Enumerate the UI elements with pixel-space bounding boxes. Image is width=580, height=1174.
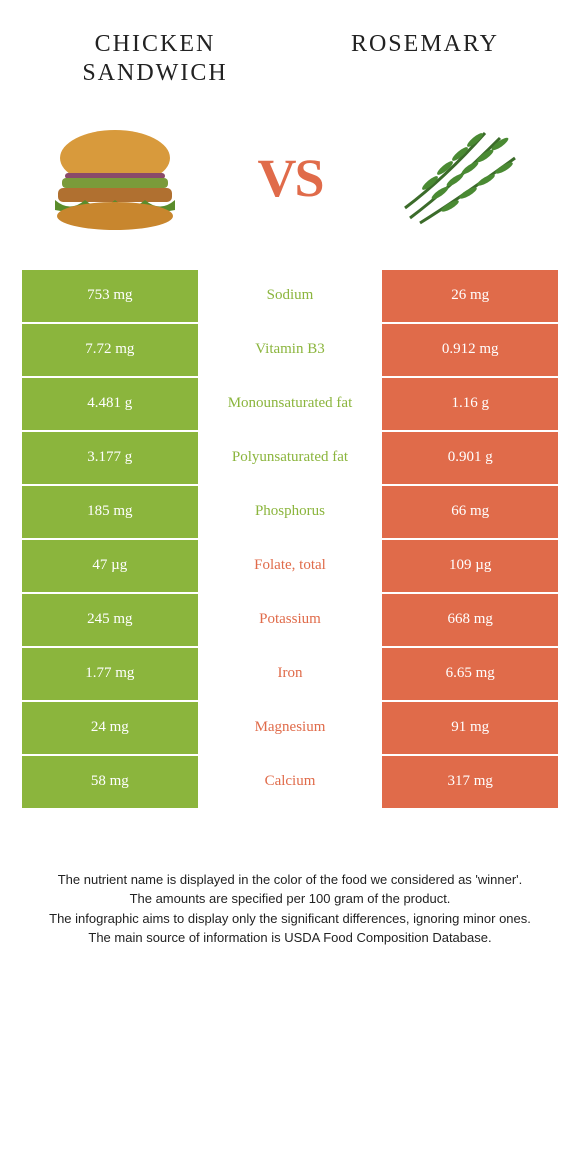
nutrient-label-cell: Monounsaturated fat	[200, 378, 381, 430]
footnotes: The nutrient name is displayed in the co…	[0, 810, 580, 978]
left-value-cell: 58 mg	[22, 756, 198, 808]
nutrient-label-cell: Calcium	[200, 756, 381, 808]
table-row: 4.481 gMonounsaturated fat1.16 g	[22, 378, 558, 430]
footnote-line: The infographic aims to display only the…	[30, 909, 550, 929]
table-row: 24 mgMagnesium91 mg	[22, 702, 558, 754]
right-value-cell: 91 mg	[382, 702, 558, 754]
right-food-title: Rosemary	[290, 30, 560, 88]
nutrient-label-cell: Vitamin B3	[200, 324, 381, 376]
sandwich-image	[40, 118, 190, 238]
left-value-cell: 47 µg	[22, 540, 198, 592]
left-food-title: Chicken sandwich	[20, 30, 290, 88]
header-row: Chicken sandwich Rosemary	[0, 0, 580, 98]
left-value-cell: 245 mg	[22, 594, 198, 646]
left-value-cell: 753 mg	[22, 270, 198, 322]
left-value-cell: 24 mg	[22, 702, 198, 754]
table-row: 47 µgFolate, total109 µg	[22, 540, 558, 592]
table-row: 245 mgPotassium668 mg	[22, 594, 558, 646]
nutrient-label-cell: Folate, total	[200, 540, 381, 592]
left-value-cell: 4.481 g	[22, 378, 198, 430]
right-value-cell: 66 mg	[382, 486, 558, 538]
table-row: 185 mgPhosphorus66 mg	[22, 486, 558, 538]
left-value-cell: 1.77 mg	[22, 648, 198, 700]
table-row: 753 mgSodium26 mg	[22, 270, 558, 322]
footnote-line: The amounts are specified per 100 gram o…	[30, 889, 550, 909]
right-value-cell: 317 mg	[382, 756, 558, 808]
nutrient-label-cell: Polyunsaturated fat	[200, 432, 381, 484]
footnote-line: The nutrient name is displayed in the co…	[30, 870, 550, 890]
nutrient-label-cell: Iron	[200, 648, 381, 700]
left-value-cell: 185 mg	[22, 486, 198, 538]
right-value-cell: 109 µg	[382, 540, 558, 592]
nutrient-label-cell: Phosphorus	[200, 486, 381, 538]
right-value-cell: 26 mg	[382, 270, 558, 322]
right-value-cell: 1.16 g	[382, 378, 558, 430]
comparison-table: 753 mgSodium26 mg7.72 mgVitamin B30.912 …	[20, 268, 560, 810]
nutrient-label-cell: Potassium	[200, 594, 381, 646]
left-value-cell: 7.72 mg	[22, 324, 198, 376]
nutrient-label-cell: Magnesium	[200, 702, 381, 754]
left-value-cell: 3.177 g	[22, 432, 198, 484]
comparison-table-wrap: 753 mgSodium26 mg7.72 mgVitamin B30.912 …	[0, 268, 580, 810]
right-value-cell: 668 mg	[382, 594, 558, 646]
right-value-cell: 6.65 mg	[382, 648, 558, 700]
table-row: 1.77 mgIron6.65 mg	[22, 648, 558, 700]
nutrient-label-cell: Sodium	[200, 270, 381, 322]
rosemary-icon	[390, 118, 540, 238]
right-value-cell: 0.901 g	[382, 432, 558, 484]
sandwich-icon	[40, 118, 190, 238]
table-row: 3.177 gPolyunsaturated fat0.901 g	[22, 432, 558, 484]
images-row: VS	[0, 98, 580, 268]
footnote-line: The main source of information is USDA F…	[30, 928, 550, 948]
right-value-cell: 0.912 mg	[382, 324, 558, 376]
rosemary-image	[390, 118, 540, 238]
vs-label: VS	[257, 147, 322, 209]
table-row: 58 mgCalcium317 mg	[22, 756, 558, 808]
table-row: 7.72 mgVitamin B30.912 mg	[22, 324, 558, 376]
